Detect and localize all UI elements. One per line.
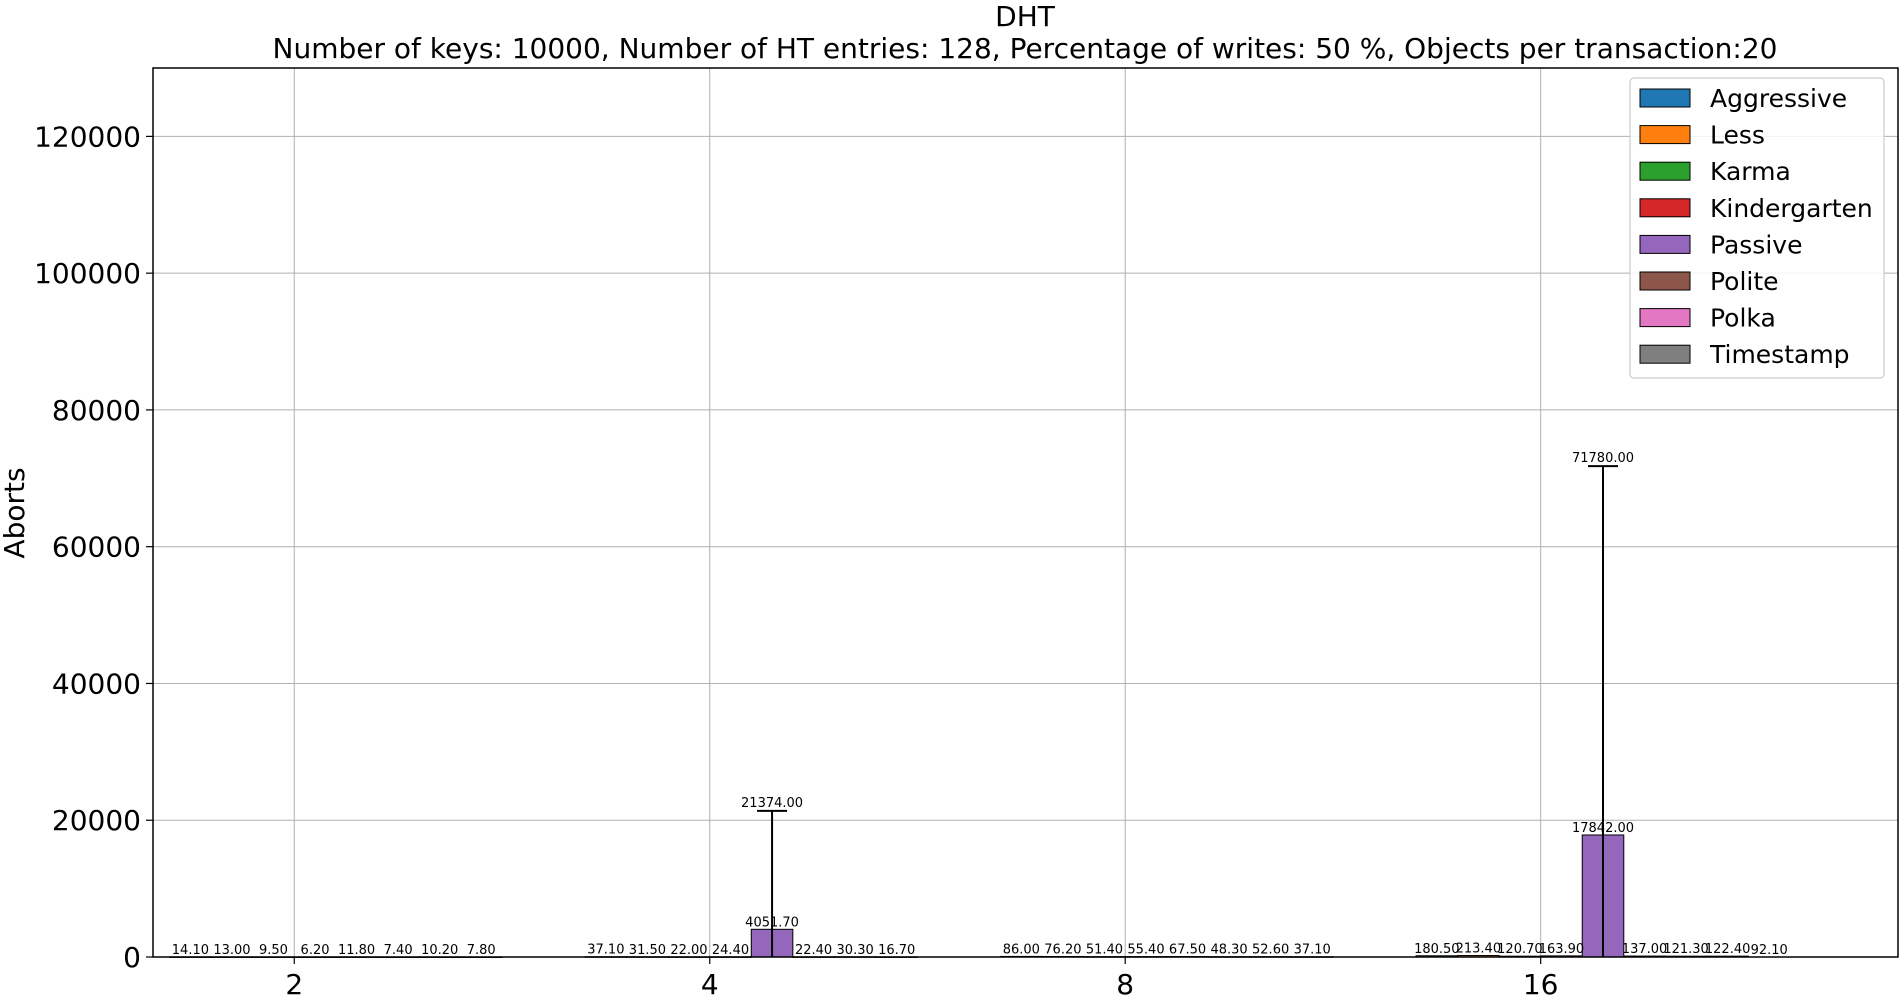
bar-value-label: 24.40 xyxy=(712,943,749,958)
bars-layer xyxy=(169,834,1749,958)
bar-value-label: 31.50 xyxy=(629,943,666,958)
legend-label: Kindergarten xyxy=(1710,194,1873,223)
legend-label: Less xyxy=(1710,121,1765,150)
y-axis-label: Aborts xyxy=(0,467,31,558)
bar-value-label: 163.90 xyxy=(1539,942,1585,957)
grid-layer xyxy=(153,68,1898,958)
legend-swatch xyxy=(1639,234,1691,254)
bar-value-label: 121.30 xyxy=(1663,942,1709,957)
x-tick-label: 2 xyxy=(285,968,303,1000)
legend-label: Timestamp xyxy=(1709,340,1850,369)
legend-swatch xyxy=(1639,308,1691,328)
legend-swatch xyxy=(1639,125,1691,145)
bar-value-label: 16.70 xyxy=(878,943,915,958)
bar-value-label: 7.80 xyxy=(467,943,496,958)
chart-subtitle: Number of keys: 10000, Number of HT entr… xyxy=(273,32,1778,65)
axes-layer: 0 20000 40000 60000 80000 100000 120000 2 4 8 16 xyxy=(34,67,1899,1000)
bar-value-label: 14.10 xyxy=(172,943,209,958)
bar-value-label: 213.40 xyxy=(1456,942,1502,957)
bar-value-label: 52.60 xyxy=(1252,943,1289,958)
error-bar-label: 71780.00 xyxy=(1572,451,1634,466)
bar-value-label: 122.40 xyxy=(1705,942,1751,957)
bar-value-label: 22.00 xyxy=(670,943,707,958)
legend-swatch xyxy=(1639,88,1691,108)
legend-box xyxy=(1629,77,1885,379)
bar-value-label: 51.40 xyxy=(1086,943,1123,958)
y-tick-label: 80000 xyxy=(52,394,141,427)
bar-value-label: 22.40 xyxy=(795,943,832,958)
legend-label: Aggressive xyxy=(1710,84,1847,113)
legend-swatch xyxy=(1639,344,1691,364)
x-tick-label: 4 xyxy=(701,968,719,1000)
legend-label: Passive xyxy=(1710,230,1802,259)
bar-value-label: 76.20 xyxy=(1044,942,1081,957)
extra-value-label: 92.10 xyxy=(1751,943,1788,958)
y-tick-label: 60000 xyxy=(52,531,141,564)
bar-value-label: 6.20 xyxy=(301,943,330,958)
error-bar-label: 21374.00 xyxy=(741,796,803,811)
bar-value-label: 37.10 xyxy=(587,943,624,958)
bar-value-label: 137.00 xyxy=(1622,942,1668,957)
bar-value-label: 86.00 xyxy=(1003,942,1040,957)
bar-value-label: 67.50 xyxy=(1169,943,1206,958)
chart-title: DHT xyxy=(995,0,1056,33)
y-tick-label: 20000 xyxy=(52,804,141,837)
bar-value-label: 37.10 xyxy=(1294,943,1331,958)
y-tick-label: 0 xyxy=(123,941,141,974)
y-tick-label: 100000 xyxy=(34,257,141,290)
legend-swatch xyxy=(1639,271,1691,291)
bar-value-label: 30.30 xyxy=(837,943,874,958)
bar-value-label: 7.40 xyxy=(384,943,413,958)
bar-value-label: 48.30 xyxy=(1210,943,1247,958)
legend-swatch xyxy=(1639,198,1691,218)
bar-value-label: 9.50 xyxy=(259,943,288,958)
plot-frame xyxy=(152,67,1899,958)
bar-value-label: 13.00 xyxy=(213,943,250,958)
legend-label: Polite xyxy=(1710,267,1779,296)
data-labels-layer: 14.10 37.10 86.00 180.50 13.00 31.50 76.20 213.… xyxy=(172,451,1788,958)
legend-label: Polka xyxy=(1710,304,1776,333)
x-tick-label: 16 xyxy=(1523,968,1559,1000)
bar-value-label: 11.80 xyxy=(338,943,375,958)
y-tick-label: 40000 xyxy=(52,667,141,700)
legend-label: Karma xyxy=(1710,157,1791,186)
x-tick-label: 8 xyxy=(1116,968,1134,1000)
bar-value-label: 55.40 xyxy=(1127,943,1164,958)
y-tick-label: 120000 xyxy=(34,120,141,153)
legend: Aggressive Less Karma Kindergarten Passive Po… xyxy=(1629,77,1885,379)
bar-value-label: 10.20 xyxy=(421,943,458,958)
bar-value-label: 120.70 xyxy=(1497,942,1543,957)
bar-value-label: 180.50 xyxy=(1414,942,1460,957)
legend-swatch xyxy=(1639,161,1691,181)
